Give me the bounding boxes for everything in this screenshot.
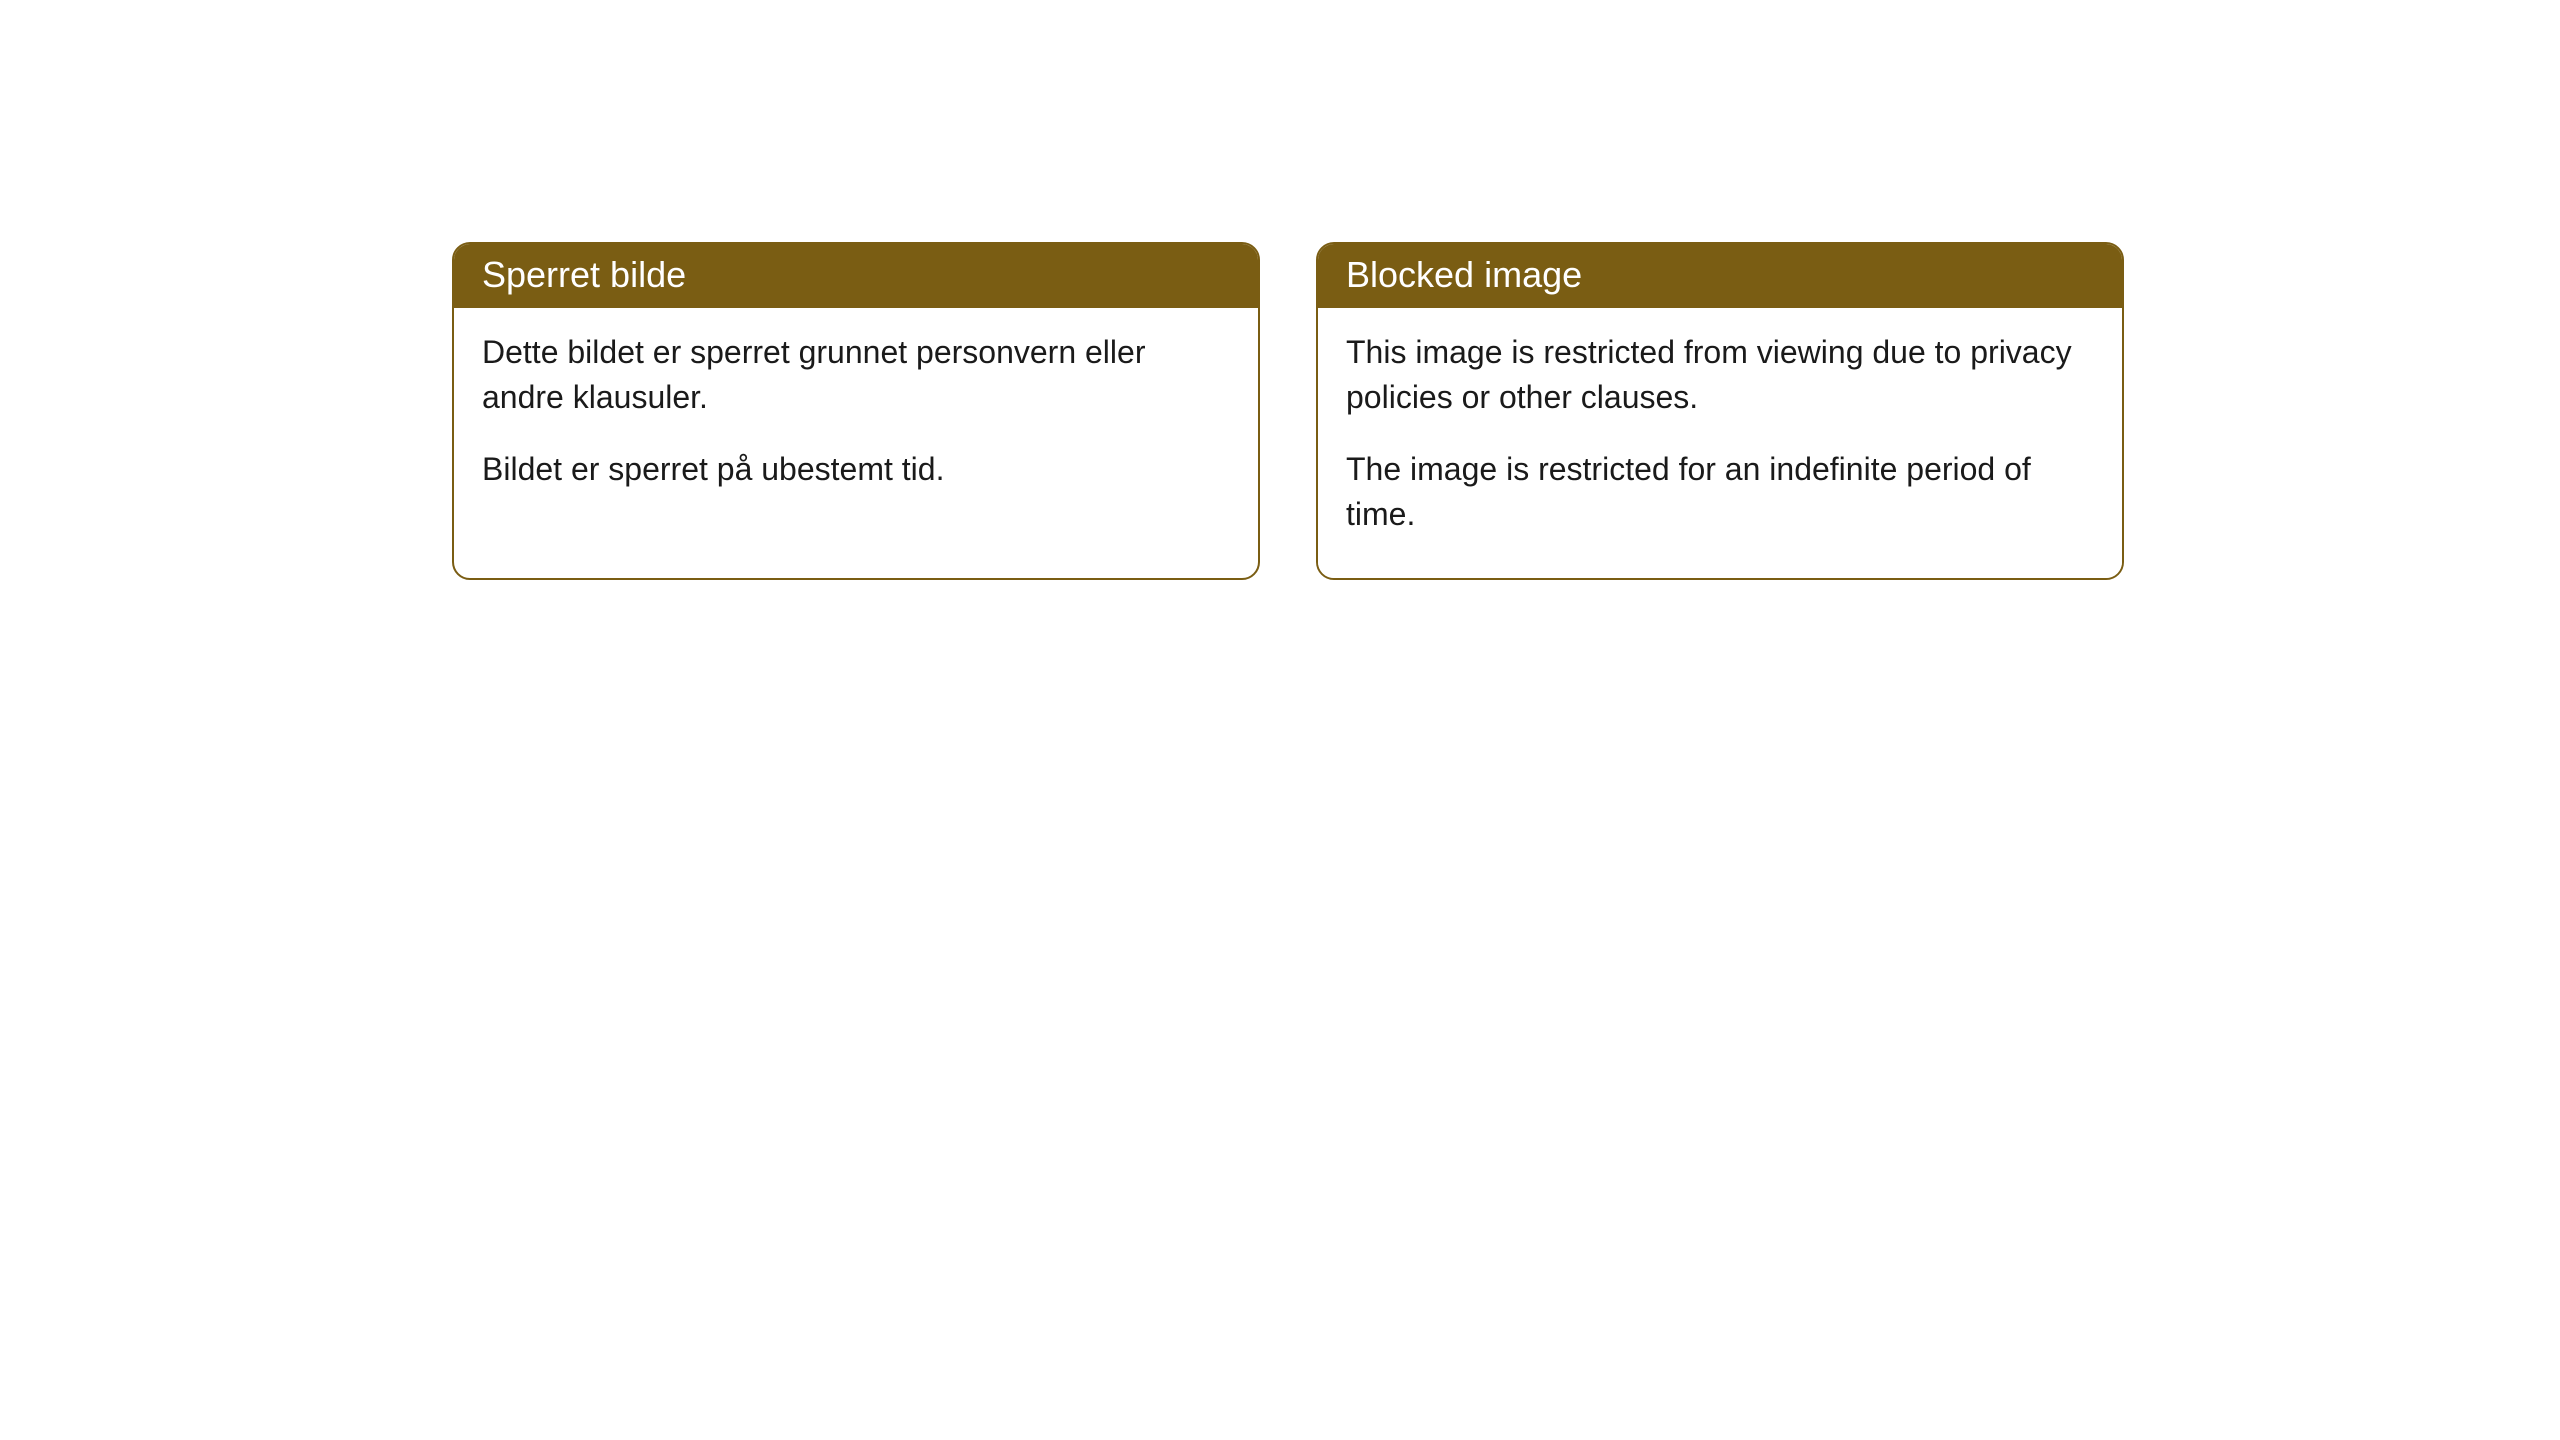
notice-header: Sperret bilde — [454, 244, 1258, 308]
notice-title: Sperret bilde — [482, 254, 686, 295]
notice-card-norwegian: Sperret bilde Dette bildet er sperret gr… — [452, 242, 1260, 580]
notice-title: Blocked image — [1346, 254, 1582, 295]
notice-container: Sperret bilde Dette bildet er sperret gr… — [0, 0, 2560, 580]
notice-body: Dette bildet er sperret grunnet personve… — [454, 308, 1258, 532]
notice-paragraph: Bildet er sperret på ubestemt tid. — [482, 447, 1230, 492]
notice-body: This image is restricted from viewing du… — [1318, 308, 2122, 578]
notice-paragraph: Dette bildet er sperret grunnet personve… — [482, 330, 1230, 421]
notice-paragraph: This image is restricted from viewing du… — [1346, 330, 2094, 421]
notice-card-english: Blocked image This image is restricted f… — [1316, 242, 2124, 580]
notice-header: Blocked image — [1318, 244, 2122, 308]
notice-paragraph: The image is restricted for an indefinit… — [1346, 447, 2094, 538]
